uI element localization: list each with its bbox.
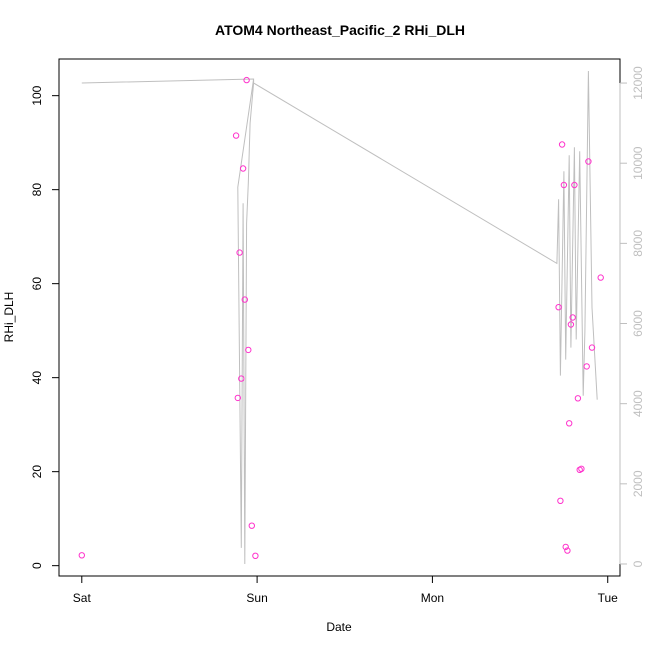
data-point [78, 552, 86, 559]
data-point [248, 522, 256, 529]
data-point [588, 344, 596, 351]
data-point [583, 363, 590, 370]
data-point [566, 420, 573, 427]
x-tick-label: Mon [421, 591, 444, 605]
data-point [241, 296, 249, 303]
data-point [585, 158, 592, 165]
series-line [81, 70, 598, 565]
x-tick-label: Sat [73, 591, 92, 605]
data-point [571, 181, 578, 189]
points-layer [78, 76, 604, 559]
data-point [578, 465, 585, 472]
data-point [574, 395, 582, 402]
x-tick-label: Tue [598, 591, 619, 605]
y2-tick-label: 6000 [631, 310, 645, 337]
x-axis-label: Date [326, 620, 352, 634]
data-point [236, 249, 243, 256]
data-point [567, 321, 575, 328]
data-point [564, 547, 571, 554]
data-point [252, 552, 259, 559]
y-tick-label: 0 [30, 562, 44, 569]
y2-tick-label: 4000 [631, 390, 645, 417]
data-point [557, 497, 564, 504]
y2-tick-label: 10000 [631, 146, 645, 180]
data-point [232, 132, 240, 139]
data-point [238, 375, 245, 382]
plot-frame [58, 58, 621, 577]
line-layer [81, 70, 598, 565]
data-point [243, 76, 250, 84]
chart-title: ATOM4 Northeast_Pacific_2 RHi_DLH [215, 22, 465, 38]
data-point [597, 274, 604, 281]
y2-tick-label: 2000 [631, 470, 645, 497]
y-tick-label: 80 [30, 183, 44, 197]
y2-tick-label: 8000 [631, 230, 645, 257]
data-point [569, 314, 576, 321]
y-tick-label: 60 [30, 277, 44, 291]
y-tick-label: 40 [30, 371, 44, 385]
y2-tick-label: 0 [631, 560, 645, 567]
y2-tick-label: 12000 [631, 66, 645, 100]
y-axis-label: RHi_DLH [2, 292, 16, 343]
y-tick-label: 100 [30, 85, 44, 105]
x-tick-label: Sun [246, 591, 267, 605]
data-point [558, 141, 566, 148]
data-point [245, 346, 252, 354]
data-point [560, 181, 568, 189]
data-point [562, 543, 569, 551]
y-tick-label: 20 [30, 465, 44, 479]
data-point [239, 165, 247, 172]
axis-layer: Sat Sun Mon Tue 0 20 40 60 80 100 0 2000 4000 6000 800… [30, 66, 645, 605]
data-point [555, 304, 562, 311]
data-point [234, 394, 242, 402]
